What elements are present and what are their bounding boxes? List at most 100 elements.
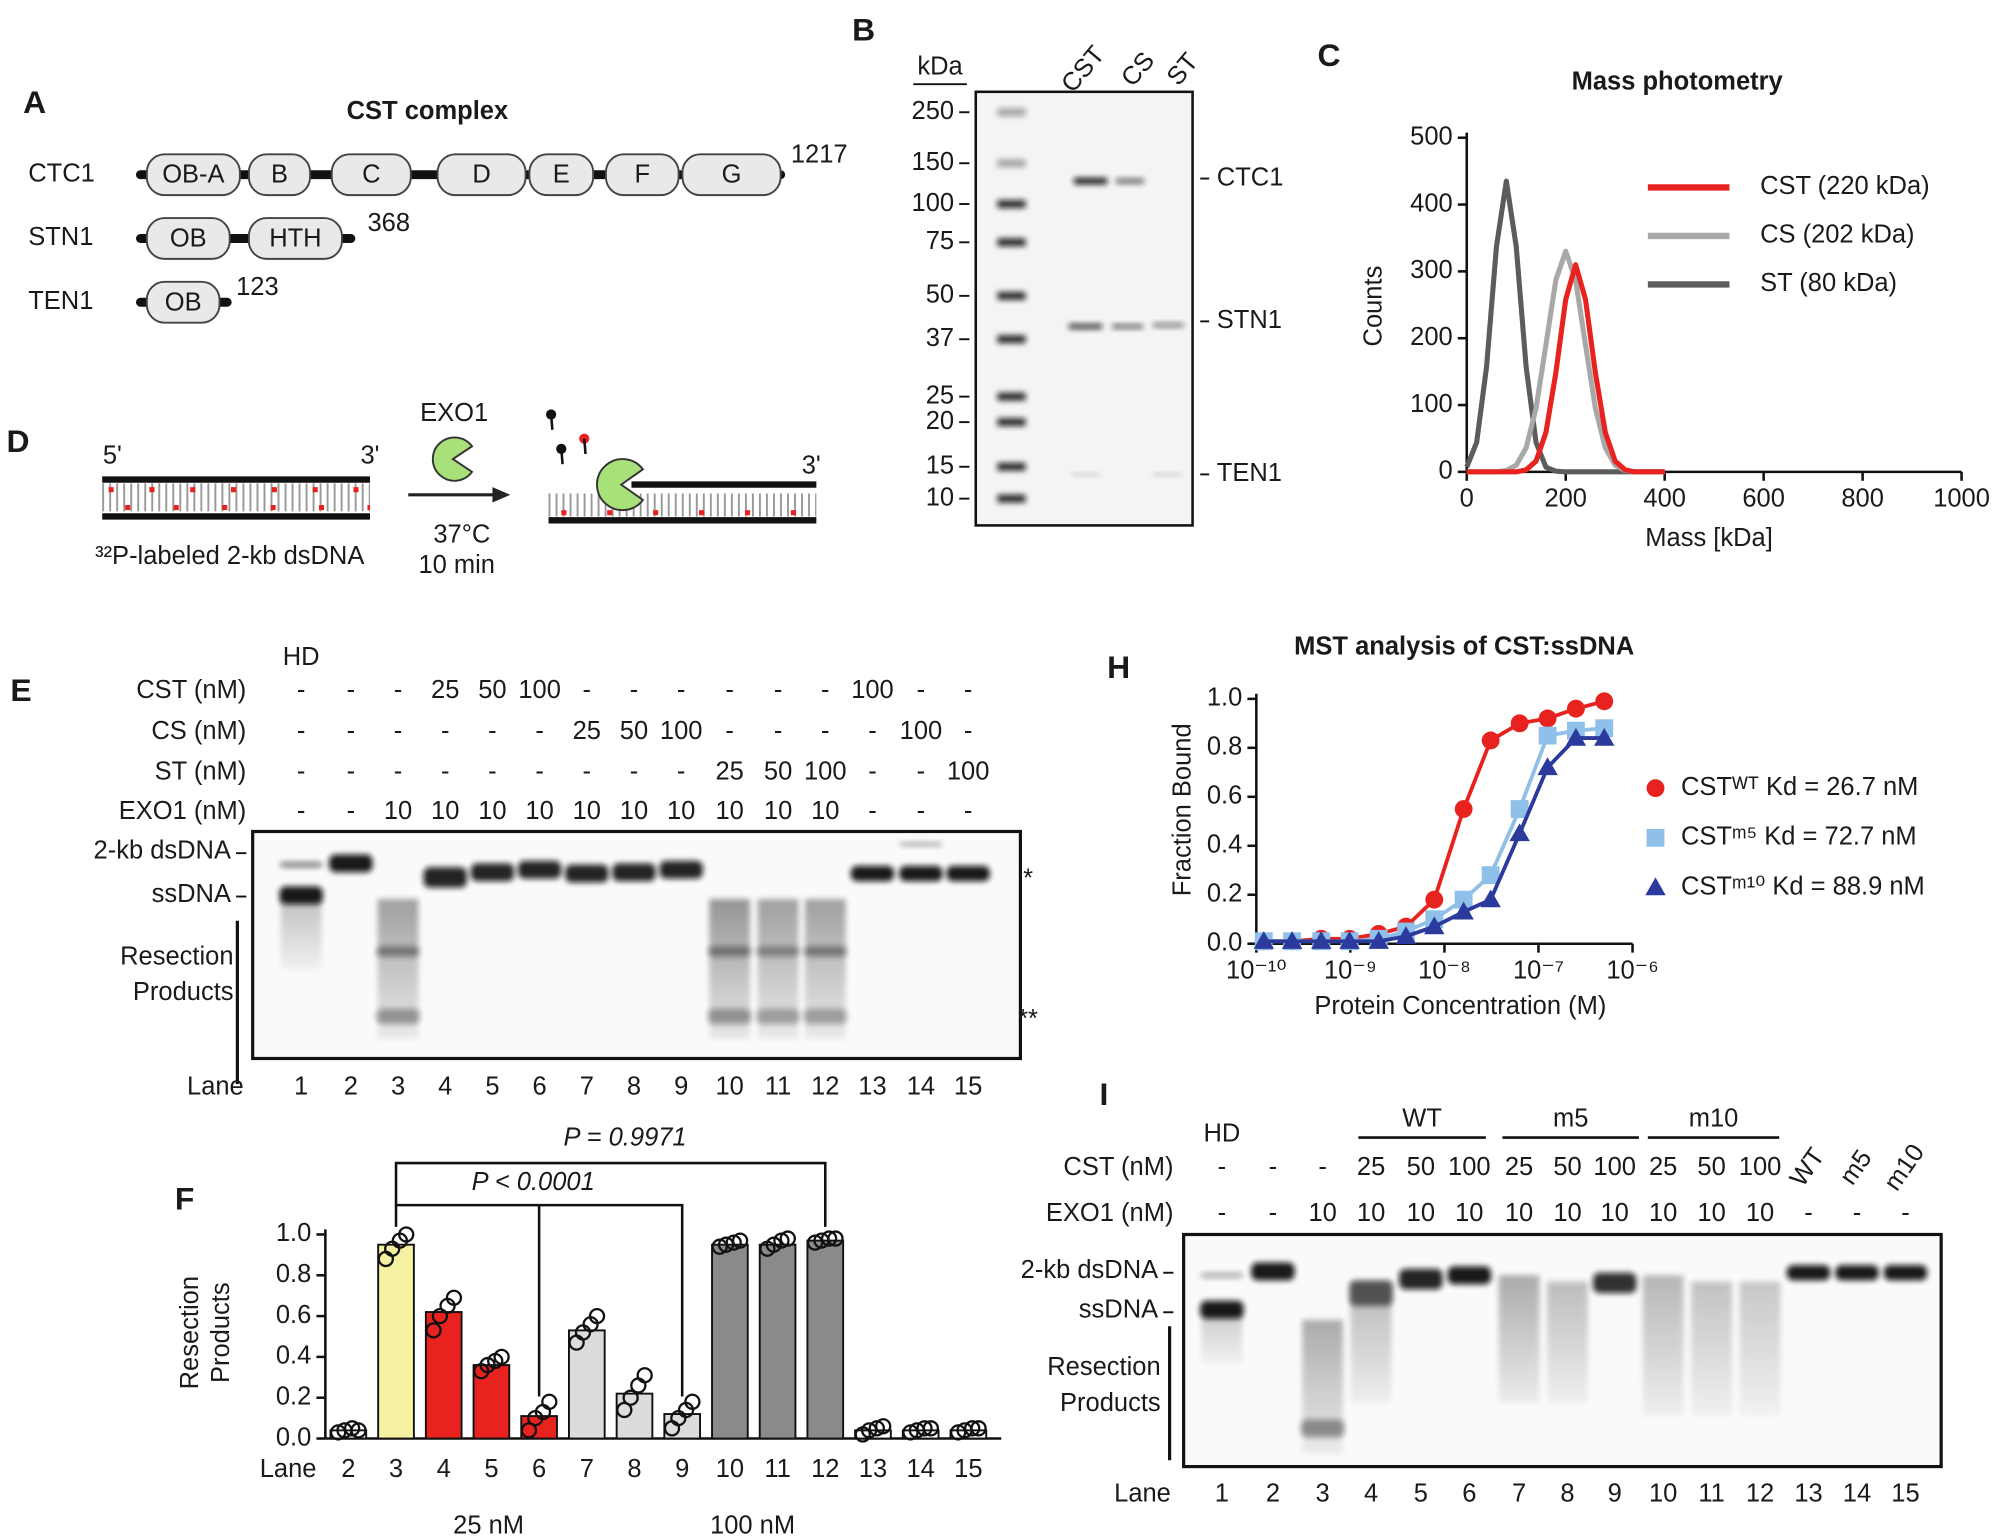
cell: 10: [667, 797, 695, 825]
cell: -: [488, 717, 497, 745]
nucleotide: [556, 443, 567, 455]
dna-band: [707, 946, 752, 957]
marker: [1281, 931, 1303, 949]
marker-label: 37: [926, 324, 954, 352]
data-point: [916, 1420, 933, 1437]
cell: 100: [900, 717, 943, 745]
domain-label: F: [634, 161, 650, 189]
lane-number: 15: [954, 1073, 982, 1101]
dna-band: [1835, 1265, 1879, 1281]
marker: [1480, 889, 1501, 908]
x-tick-label: 14: [906, 1455, 934, 1483]
protein-length: 368: [367, 209, 410, 237]
x-tick-label: 12: [811, 1455, 839, 1483]
marker: [1565, 727, 1587, 746]
x-tick-label: 4: [437, 1455, 451, 1483]
marker-label: 75: [926, 227, 954, 255]
marker: [1424, 916, 1445, 935]
ladder-band: [997, 335, 1026, 344]
cell: m5: [1834, 1145, 1877, 1190]
band-label: ssDNA: [1079, 1296, 1158, 1324]
lane-label: Lane: [1114, 1479, 1171, 1507]
dna-band: [1349, 1280, 1393, 1306]
band-label: STN1: [1217, 306, 1282, 334]
x-tick-label: 9: [675, 1455, 689, 1483]
lane-header: HD: [283, 643, 320, 671]
lane-number: 5: [485, 1073, 499, 1101]
y-tick-label: 1.0: [1207, 684, 1242, 712]
cell: -: [868, 797, 877, 825]
cell: -: [347, 676, 356, 704]
y-tick-label: 0.6: [1207, 782, 1242, 810]
data-point: [520, 1422, 538, 1439]
lane-number: 13: [858, 1073, 886, 1101]
ladder-band: [997, 200, 1026, 208]
cell: 25: [715, 758, 743, 786]
marker: [1454, 800, 1473, 818]
x-axis-label: Protein Concentration (M): [1314, 992, 1606, 1020]
cell: 10: [384, 797, 412, 825]
protein-band: [1153, 473, 1182, 476]
y-tick-label: 0.4: [1207, 831, 1242, 859]
cell: 25: [1649, 1153, 1677, 1181]
lane-number: 4: [438, 1073, 452, 1101]
cell: 100: [1448, 1153, 1491, 1181]
y-tick-label: 0.8: [276, 1260, 311, 1288]
cell: -: [630, 676, 639, 704]
series-line: [1464, 178, 1665, 475]
cell: -: [394, 758, 403, 786]
marker: [1566, 699, 1585, 718]
x-tick-label: 600: [1742, 485, 1785, 513]
row-label: EXO1 (nM): [119, 797, 247, 825]
cell: 10: [1649, 1199, 1677, 1227]
y-tick-label: 0.2: [1207, 879, 1242, 907]
lane-number: 4: [1364, 1479, 1378, 1507]
lane-number: 1: [1215, 1479, 1229, 1507]
ladder-band: [997, 462, 1026, 471]
row-label: CST (nM): [136, 676, 246, 704]
ladder-band: [997, 494, 1026, 503]
row-label: EXO1 (nM): [1046, 1199, 1174, 1227]
cell: -: [677, 676, 686, 704]
ladder-band: [997, 392, 1026, 401]
dna-band: [850, 865, 895, 882]
domain: [604, 153, 680, 197]
y-tick-label: 300: [1410, 256, 1453, 284]
dna-band: [279, 862, 323, 868]
x-tick-label: 10⁻⁷: [1513, 957, 1564, 985]
ladder-band: [997, 159, 1026, 168]
protein-band: [1073, 177, 1108, 185]
cell: -: [725, 717, 734, 745]
enzyme-label: EXO1: [420, 399, 488, 427]
marker: [1454, 890, 1473, 909]
x-tick-label: 10⁻⁹: [1324, 957, 1377, 985]
cell: -: [297, 758, 306, 786]
domain-label: E: [553, 161, 570, 189]
annotation: P = 0.9971: [564, 1124, 687, 1152]
substrate-label: ³²P-labeled 2-kb dsDNA: [95, 542, 364, 570]
domain: [145, 153, 241, 197]
data-point: [684, 1393, 701, 1410]
series-line: [1466, 262, 1665, 475]
cell: -: [488, 758, 497, 786]
lane-number: 5: [1414, 1479, 1428, 1507]
data-point: [875, 1418, 892, 1435]
cell: -: [964, 717, 973, 745]
data-point: [964, 1420, 981, 1437]
bracket: [394, 1161, 827, 1227]
bar: [758, 1243, 797, 1440]
lane-number: 7: [580, 1073, 594, 1101]
cell: 25: [1505, 1153, 1533, 1181]
data-point: [350, 1422, 367, 1439]
y-tick-label: 0.4: [276, 1342, 311, 1370]
cell: 50: [1407, 1153, 1435, 1181]
chart-title: Mass photometry: [1572, 68, 1784, 96]
protein-band: [1071, 473, 1100, 476]
panel-title: CST complex: [347, 97, 509, 125]
cell: -: [583, 676, 592, 704]
band-label: ssDNA: [152, 880, 231, 908]
y-tick-label: 0.6: [276, 1301, 311, 1329]
cell: 25: [431, 676, 459, 704]
